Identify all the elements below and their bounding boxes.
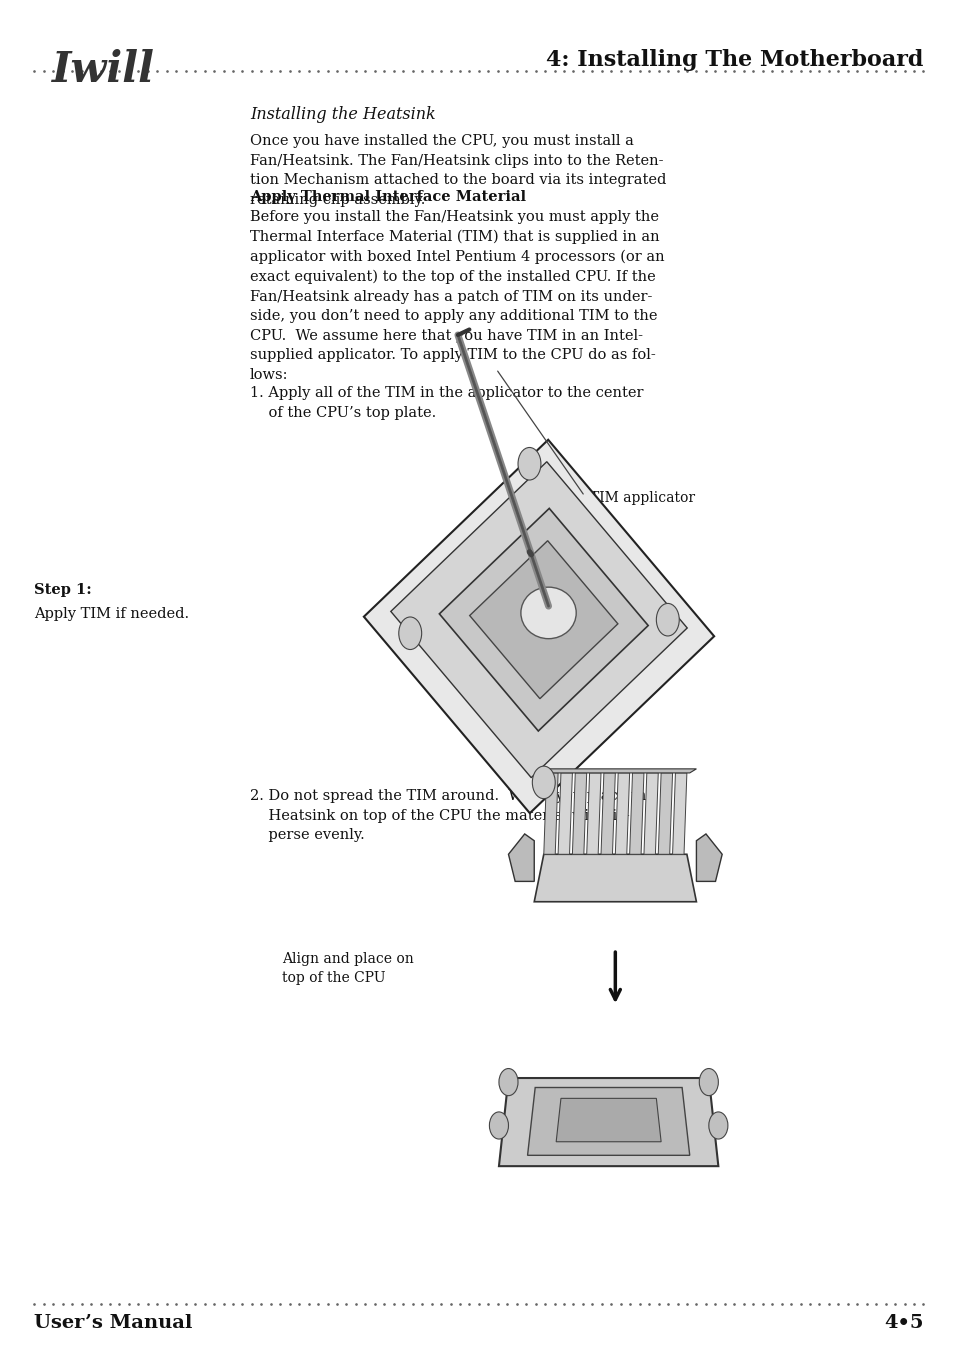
Polygon shape: [658, 773, 672, 854]
Circle shape: [489, 1112, 508, 1139]
Text: 4: Installing The Motherboard: 4: Installing The Motherboard: [545, 49, 923, 71]
Ellipse shape: [520, 587, 576, 639]
Text: 1. Apply all of the TIM in the applicator to the center
    of the CPU’s top pla: 1. Apply all of the TIM in the applicato…: [250, 386, 642, 420]
Text: Step 1:: Step 1:: [34, 583, 92, 597]
Polygon shape: [546, 769, 696, 773]
Polygon shape: [572, 773, 586, 854]
Circle shape: [532, 766, 555, 799]
Text: Apply Thermal Interface Material: Apply Thermal Interface Material: [250, 190, 525, 203]
Polygon shape: [439, 508, 647, 731]
Polygon shape: [556, 1098, 660, 1142]
Circle shape: [498, 1069, 517, 1096]
Text: 4•5: 4•5: [883, 1314, 923, 1332]
Polygon shape: [534, 854, 696, 902]
Polygon shape: [527, 1088, 689, 1155]
Text: Iwill: Iwill: [52, 49, 155, 91]
Text: Align and place on
top of the CPU: Align and place on top of the CPU: [282, 952, 414, 986]
Polygon shape: [543, 773, 558, 854]
Polygon shape: [363, 439, 714, 814]
Polygon shape: [391, 461, 686, 778]
Text: Before you install the Fan/Heatsink you must apply the
Thermal Interface Materia: Before you install the Fan/Heatsink you …: [250, 210, 664, 382]
Polygon shape: [629, 773, 643, 854]
Text: Installing the Heatsink: Installing the Heatsink: [250, 106, 436, 123]
Text: TIM applicator: TIM applicator: [589, 491, 694, 504]
Text: Apply TIM if needed.: Apply TIM if needed.: [34, 607, 190, 621]
Text: User’s Manual: User’s Manual: [34, 1314, 193, 1332]
Polygon shape: [508, 834, 534, 881]
Polygon shape: [469, 541, 618, 698]
Circle shape: [708, 1112, 727, 1139]
Polygon shape: [498, 1078, 718, 1166]
Circle shape: [656, 603, 679, 636]
Polygon shape: [696, 834, 721, 881]
Polygon shape: [586, 773, 600, 854]
Polygon shape: [615, 773, 629, 854]
Circle shape: [699, 1069, 718, 1096]
Polygon shape: [643, 773, 658, 854]
Text: Once you have installed the CPU, you must install a
Fan/Heatsink. The Fan/Heatsi: Once you have installed the CPU, you mus…: [250, 134, 665, 206]
Polygon shape: [672, 773, 686, 854]
Circle shape: [398, 617, 421, 650]
Polygon shape: [558, 773, 572, 854]
Polygon shape: [600, 773, 615, 854]
Circle shape: [517, 447, 540, 480]
Text: 2. Do not spread the TIM around.  When you place the
    Heatsink on top of the : 2. Do not spread the TIM around. When yo…: [250, 789, 655, 842]
